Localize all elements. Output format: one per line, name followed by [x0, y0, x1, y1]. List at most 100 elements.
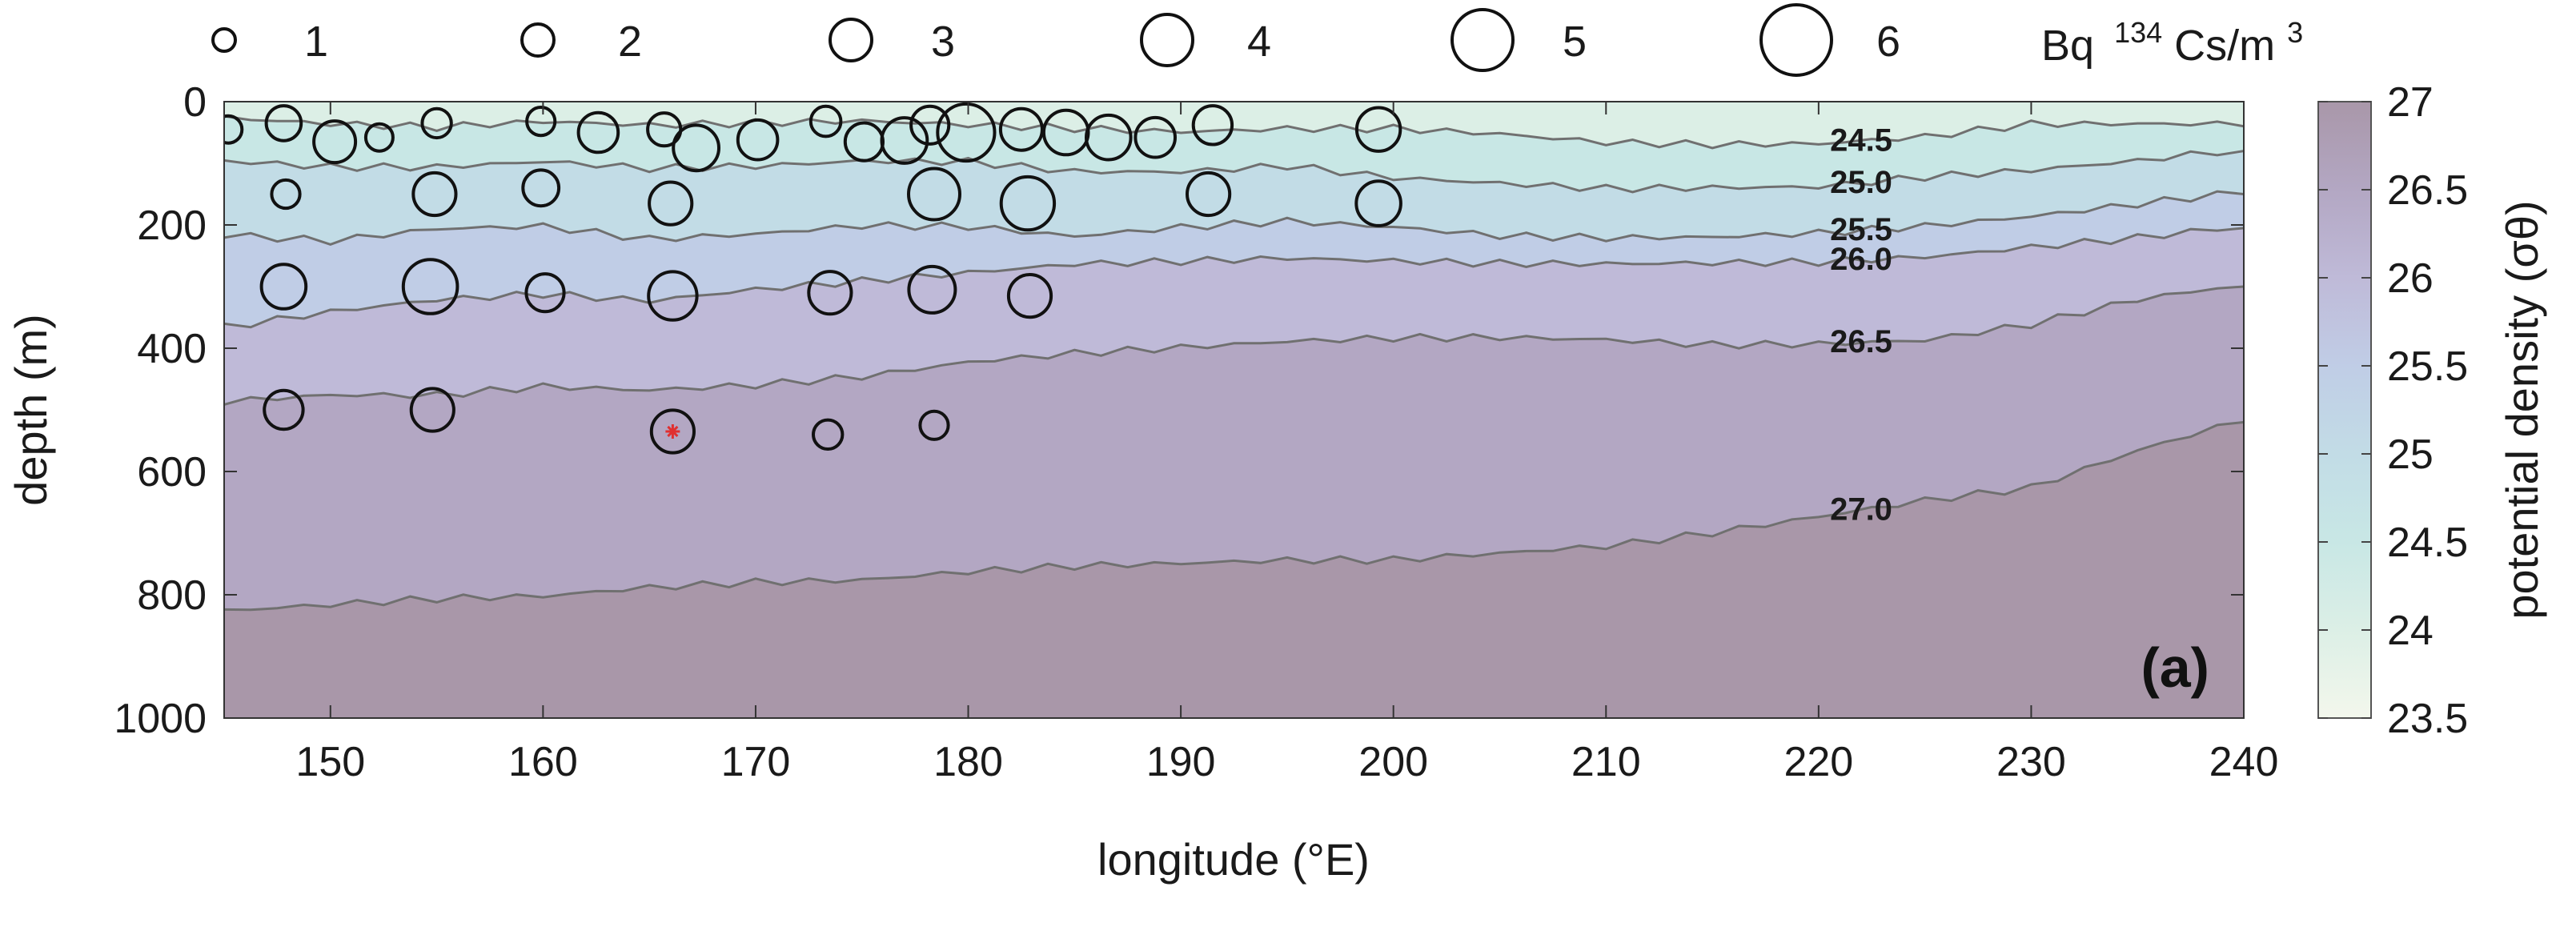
legend-value-label: 3	[931, 18, 955, 66]
data-point	[1191, 104, 1234, 146]
band-below-27.0	[224, 422, 2244, 718]
x-tick-label: 240	[2209, 739, 2279, 785]
legend-value-label: 5	[1563, 18, 1587, 66]
colorbar-tick-label: 26.5	[2387, 167, 2468, 214]
colorbar-tick-label: 25.5	[2387, 343, 2468, 390]
data-point	[999, 175, 1057, 232]
colorbar-tick-label: 24	[2387, 608, 2434, 654]
data-point	[401, 258, 459, 315]
legend-unit-prefix: Bq	[2041, 22, 2094, 70]
y-tick-label: 400	[137, 326, 207, 372]
data-point	[363, 122, 395, 153]
legend-circle	[829, 18, 873, 62]
contour-line-26.0	[224, 227, 2244, 329]
data-point	[411, 171, 458, 218]
data-point	[263, 388, 305, 431]
colorbar: 23.5 24 24.5 25 25.5 26 26.5 27 potential densi…	[2317, 79, 2547, 742]
legend-value-label: 2	[618, 18, 642, 66]
data-point	[909, 104, 951, 146]
data-point	[736, 118, 780, 162]
colorbar-tick-label: 27	[2387, 79, 2434, 126]
legend-circle	[1140, 13, 1194, 67]
data-point	[811, 418, 845, 451]
data-point	[936, 102, 997, 163]
y-tick-label: 600	[137, 449, 207, 496]
data-point	[907, 264, 957, 315]
contour-line-24.5	[224, 114, 2244, 150]
plot-area	[224, 102, 2244, 718]
y-tick-label: 0	[183, 79, 207, 126]
data-point	[264, 104, 303, 142]
contour-label-25.0: 25.0	[1830, 165, 1892, 200]
data-point	[807, 270, 853, 316]
data-point	[420, 106, 453, 140]
legend-unit-exp: 3	[2287, 16, 2303, 49]
data-point	[312, 119, 358, 165]
x-tick-label: 210	[1571, 739, 1641, 785]
contour-lines	[224, 114, 2244, 612]
x-tick-label: 230	[1996, 739, 2066, 785]
x-tick-label: 190	[1146, 739, 1216, 785]
legend-circle	[520, 22, 556, 58]
data-point	[524, 272, 566, 314]
legend-unit-sup: 134	[2114, 16, 2162, 49]
plot-frame	[223, 101, 2245, 719]
data-point	[998, 106, 1044, 152]
legend-circle	[1759, 3, 1833, 77]
panel-label: (a)	[2141, 636, 2209, 699]
legend-unit: Bq 134 Cs/m 3	[2041, 4, 2303, 70]
colorbar-tick-label: 24.5	[2387, 520, 2468, 566]
data-point	[907, 167, 961, 222]
data-point	[521, 168, 561, 208]
legend-unit-element: Cs/m	[2174, 22, 2275, 70]
data-point	[576, 110, 620, 154]
data-point	[648, 180, 694, 227]
density-bands	[224, 102, 2244, 718]
contour-line-26.5	[224, 285, 2244, 406]
legend-value-label: 4	[1247, 18, 1271, 66]
size-legend: 1 2 3 4 5 6 Bq 134 Cs/m 3	[211, 3, 2303, 77]
contour-labels: 24.5 25.0 25.526.0 26.5 27.0	[1830, 122, 1892, 527]
x-tick-label: 150	[295, 739, 365, 785]
x-tick-label: 170	[721, 739, 791, 785]
highlight-star-marker	[665, 423, 680, 439]
data-point	[809, 104, 843, 138]
contour-line-27.0	[224, 420, 2244, 612]
contour-line-25.5	[224, 190, 2244, 246]
data-point	[649, 408, 696, 455]
data-point	[918, 409, 950, 441]
legend-circle	[1451, 8, 1515, 72]
data-point	[672, 123, 720, 173]
data-point	[1354, 106, 1402, 153]
y-tick-label: 200	[137, 203, 207, 249]
contour-label-26.0: 26.0	[1830, 242, 1892, 277]
data-point	[259, 263, 308, 311]
contour-line-25.0	[224, 150, 2244, 194]
colorbar-fill	[2317, 101, 2372, 719]
legend-value-label: 1	[304, 18, 328, 66]
x-tick-label: 220	[1784, 739, 1853, 785]
data-points	[224, 102, 1402, 455]
data-point	[880, 116, 929, 165]
legend-value-label: 6	[1876, 18, 1900, 66]
y-tick-label: 800	[137, 572, 207, 619]
colorbar-tick-label: 25	[2387, 431, 2434, 478]
data-point	[224, 114, 244, 145]
legend-circle	[211, 27, 237, 53]
data-point	[270, 178, 302, 211]
x-tick-label: 160	[508, 739, 578, 785]
y-tick-label: 1000	[114, 696, 207, 742]
y-axis-label: depth (m)	[6, 314, 56, 506]
contour-label-25.5: 25.5	[1830, 212, 1892, 247]
colorbar-tick-label: 26	[2387, 255, 2434, 302]
colorbar-label: potential density (σθ)	[2497, 200, 2547, 619]
contour-label-26.5: 26.5	[1830, 324, 1892, 359]
data-point	[1134, 115, 1177, 159]
y-axis: 0 200 400 600 800 1000	[114, 79, 2244, 742]
data-point	[525, 106, 557, 138]
data-point	[1354, 179, 1402, 227]
x-axis-label: longitude (°E)	[1097, 834, 1370, 885]
colorbar-tick-label: 23.5	[2387, 696, 2468, 742]
data-point	[1006, 273, 1053, 319]
